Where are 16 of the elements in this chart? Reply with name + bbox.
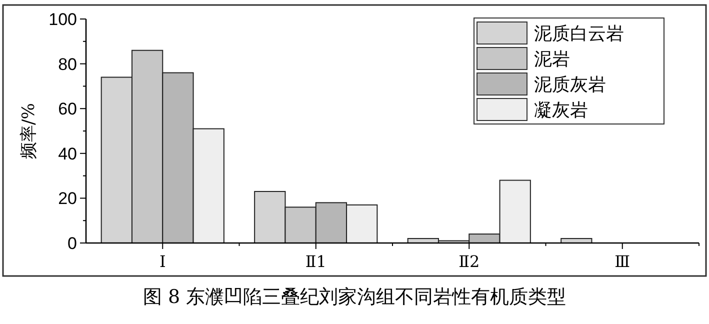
y-tick-label: 20 <box>58 189 77 208</box>
legend-label: 凝灰岩 <box>534 100 588 121</box>
y-tick-label: 60 <box>58 100 77 119</box>
x-tick-label: Ⅱ2 <box>458 252 480 271</box>
legend-label: 泥岩 <box>534 48 570 70</box>
y-axis-title: 频率/% <box>19 103 39 159</box>
y-tick-label: 0 <box>68 234 77 253</box>
x-tick-label: Ⅰ <box>159 252 166 271</box>
y-tick-label: 80 <box>58 54 77 74</box>
legend-label: 泥质灰岩 <box>534 74 606 96</box>
y-tick-label: 40 <box>58 144 77 164</box>
legend-label: 泥质白云岩 <box>534 23 624 44</box>
y-tick-label: 100 <box>48 10 77 29</box>
caption: 图 8 东濮凹陷三叠纪刘家沟组不同岩性有机质类型 <box>142 286 566 308</box>
x-tick-label: Ⅱ1 <box>305 252 326 271</box>
x-tick-label: Ⅲ <box>614 252 630 271</box>
